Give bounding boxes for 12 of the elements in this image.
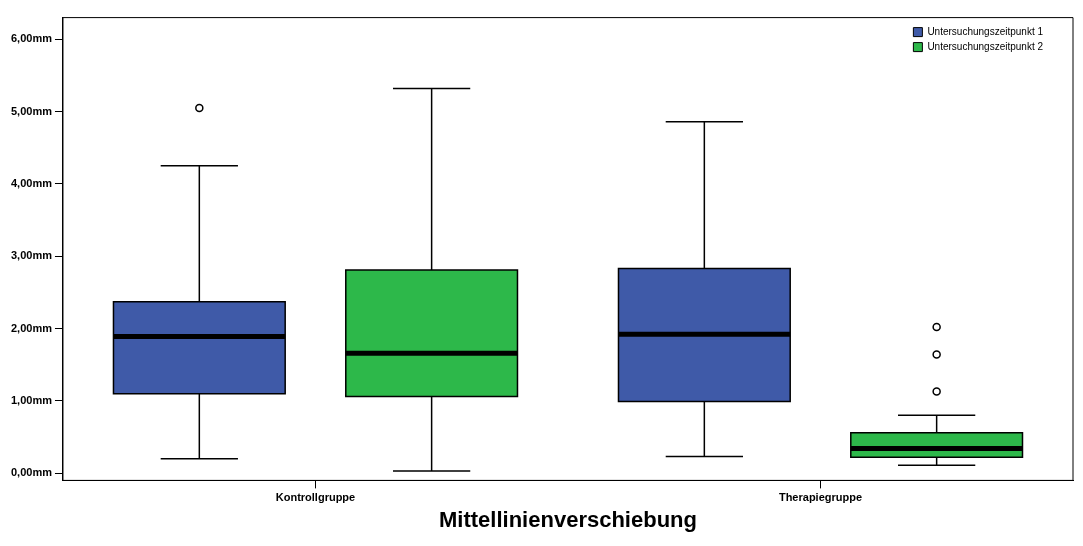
y-tick-label: 5,00mm (10, 104, 53, 117)
x-tick-label: Kontrollgruppe (275, 491, 356, 504)
x-axis-title: Mittellinienverschiebung (439, 506, 697, 532)
y-tick-label: 6,00mm (10, 32, 53, 45)
y-tick-label: 1,00mm (10, 393, 53, 406)
y-tick-label: 2,00mm (10, 321, 53, 334)
x-tick-label: Therapiegruppe (778, 491, 863, 504)
y-tick-label: 3,00mm (10, 249, 53, 262)
y-tick-label: 4,00mm (10, 176, 53, 189)
legend-label: Untersuchungszeitpunkt 1 (927, 25, 1044, 37)
legend-label: Untersuchungszeitpunkt 2 (927, 40, 1044, 52)
y-tick-label: 0,00mm (10, 466, 53, 479)
